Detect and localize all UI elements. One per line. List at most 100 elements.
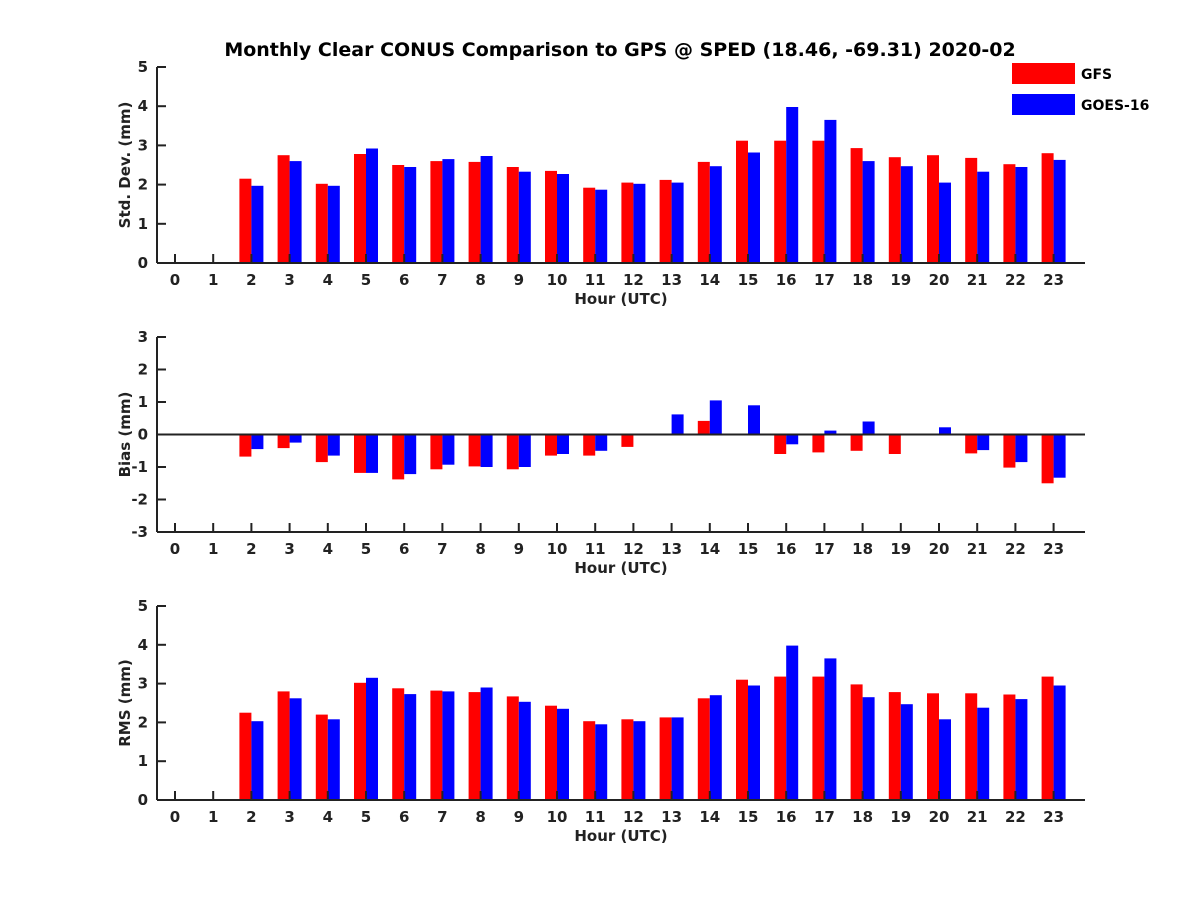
bar-goes16-hour-3 xyxy=(289,161,302,263)
x-tick-label: 14 xyxy=(699,808,720,826)
legend-swatch-gfs xyxy=(1012,63,1075,84)
x-tick-label: 16 xyxy=(776,808,797,826)
bar-goes16-hour-21 xyxy=(977,434,990,451)
x-tick-label: 14 xyxy=(699,271,720,289)
bar-gfs-hour-18 xyxy=(850,684,863,800)
x-tick-label: 15 xyxy=(738,808,759,826)
bar-goes16-hour-15 xyxy=(748,152,760,263)
x-tick-label: 8 xyxy=(475,271,485,289)
x-axis-label: Hour (UTC) xyxy=(574,827,667,845)
bar-gfs-hour-4 xyxy=(315,434,328,463)
bar-gfs-hour-13 xyxy=(659,179,672,263)
y-tick-label: 1 xyxy=(138,215,148,233)
bar-goes16-hour-3 xyxy=(289,434,302,443)
legend-label-goes16: GOES-16 xyxy=(1081,98,1149,114)
x-tick-label: 19 xyxy=(890,540,911,558)
bar-goes16-hour-14 xyxy=(709,400,722,435)
y-tick-label: 3 xyxy=(138,675,148,693)
bar-gfs-hour-22 xyxy=(1003,434,1016,468)
bar-goes16-hour-16 xyxy=(786,645,799,800)
bar-gfs-hour-13 xyxy=(659,717,672,800)
bar-gfs-hour-12 xyxy=(621,719,634,800)
bar-goes16-hour-18 xyxy=(862,697,875,800)
x-tick-label: 0 xyxy=(170,271,180,289)
x-tick-label: 14 xyxy=(699,540,720,558)
x-tick-label: 19 xyxy=(890,808,911,826)
bar-gfs-hour-2 xyxy=(239,712,252,800)
bar-gfs-hour-5 xyxy=(354,154,366,263)
bar-goes16-hour-22 xyxy=(1015,167,1028,263)
bar-gfs-hour-8 xyxy=(468,161,481,263)
bar-gfs-hour-7 xyxy=(430,690,443,800)
x-tick-label: 21 xyxy=(967,271,988,289)
x-tick-label: 10 xyxy=(547,271,568,289)
bar-gfs-hour-18 xyxy=(850,148,863,263)
bar-goes16-hour-7 xyxy=(442,159,455,263)
bar-goes16-hour-16 xyxy=(786,107,799,263)
x-tick-label: 7 xyxy=(437,808,447,826)
bar-goes16-hour-10 xyxy=(557,174,569,263)
y-tick-label: 2 xyxy=(138,176,148,194)
x-tick-label: 16 xyxy=(776,540,797,558)
x-tick-label: 2 xyxy=(246,540,256,558)
bar-goes16-hour-4 xyxy=(327,185,340,263)
x-tick-label: 22 xyxy=(1005,271,1026,289)
bar-gfs-hour-10 xyxy=(545,434,557,456)
y-axis-label: Std. Dev. (mm) xyxy=(116,102,134,229)
bar-goes16-hour-5 xyxy=(366,677,378,800)
bar-gfs-hour-21 xyxy=(965,434,978,454)
y-tick-label: -1 xyxy=(131,458,148,476)
x-tick-label: 12 xyxy=(623,808,644,826)
x-tick-label: 5 xyxy=(361,540,371,558)
y-tick-label: -3 xyxy=(131,523,148,541)
bar-goes16-hour-13 xyxy=(671,717,684,800)
bar-goes16-hour-11 xyxy=(595,724,608,800)
bar-gfs-hour-4 xyxy=(315,183,328,263)
x-tick-label: 23 xyxy=(1043,540,1064,558)
x-tick-label: 17 xyxy=(814,808,835,826)
x-tick-label: 12 xyxy=(623,271,644,289)
bar-goes16-hour-16 xyxy=(786,434,799,445)
bar-goes16-hour-21 xyxy=(977,707,990,800)
x-tick-label: 7 xyxy=(437,540,447,558)
bar-goes16-hour-20 xyxy=(939,719,951,800)
x-tick-label: 15 xyxy=(738,271,759,289)
bar-goes16-hour-21 xyxy=(977,171,990,263)
bar-gfs-hour-23 xyxy=(1041,676,1054,800)
bar-goes16-hour-2 xyxy=(251,721,264,800)
bar-goes16-hour-3 xyxy=(289,698,302,800)
bar-gfs-hour-19 xyxy=(888,157,901,263)
bar-gfs-hour-20 xyxy=(927,693,939,800)
y-tick-label: 4 xyxy=(138,636,148,654)
bar-goes16-hour-8 xyxy=(480,434,493,467)
x-tick-label: 0 xyxy=(170,540,180,558)
bar-goes16-hour-11 xyxy=(595,189,608,263)
x-tick-label: 23 xyxy=(1043,808,1064,826)
x-tick-label: 15 xyxy=(738,540,759,558)
x-tick-label: 22 xyxy=(1005,540,1026,558)
y-tick-label: 1 xyxy=(138,393,148,411)
bar-gfs-hour-19 xyxy=(888,434,901,454)
x-tick-label: 17 xyxy=(814,540,835,558)
y-tick-label: 3 xyxy=(138,136,148,154)
x-tick-label: 20 xyxy=(929,808,950,826)
bar-gfs-hour-20 xyxy=(927,155,939,263)
bar-gfs-hour-12 xyxy=(621,182,634,263)
y-tick-label: -2 xyxy=(131,491,148,509)
bar-goes16-hour-22 xyxy=(1015,699,1028,800)
bar-goes16-hour-9 xyxy=(518,701,531,800)
y-tick-label: 3 xyxy=(138,328,148,346)
bar-gfs-hour-7 xyxy=(430,434,443,470)
bar-goes16-hour-22 xyxy=(1015,434,1028,463)
x-axis-label: Hour (UTC) xyxy=(574,290,667,308)
bar-goes16-hour-19 xyxy=(900,704,913,800)
x-tick-label: 4 xyxy=(323,540,333,558)
bar-gfs-hour-6 xyxy=(392,688,405,800)
x-tick-label: 2 xyxy=(246,808,256,826)
bar-goes16-hour-14 xyxy=(709,695,722,800)
bar-gfs-hour-10 xyxy=(545,170,557,263)
